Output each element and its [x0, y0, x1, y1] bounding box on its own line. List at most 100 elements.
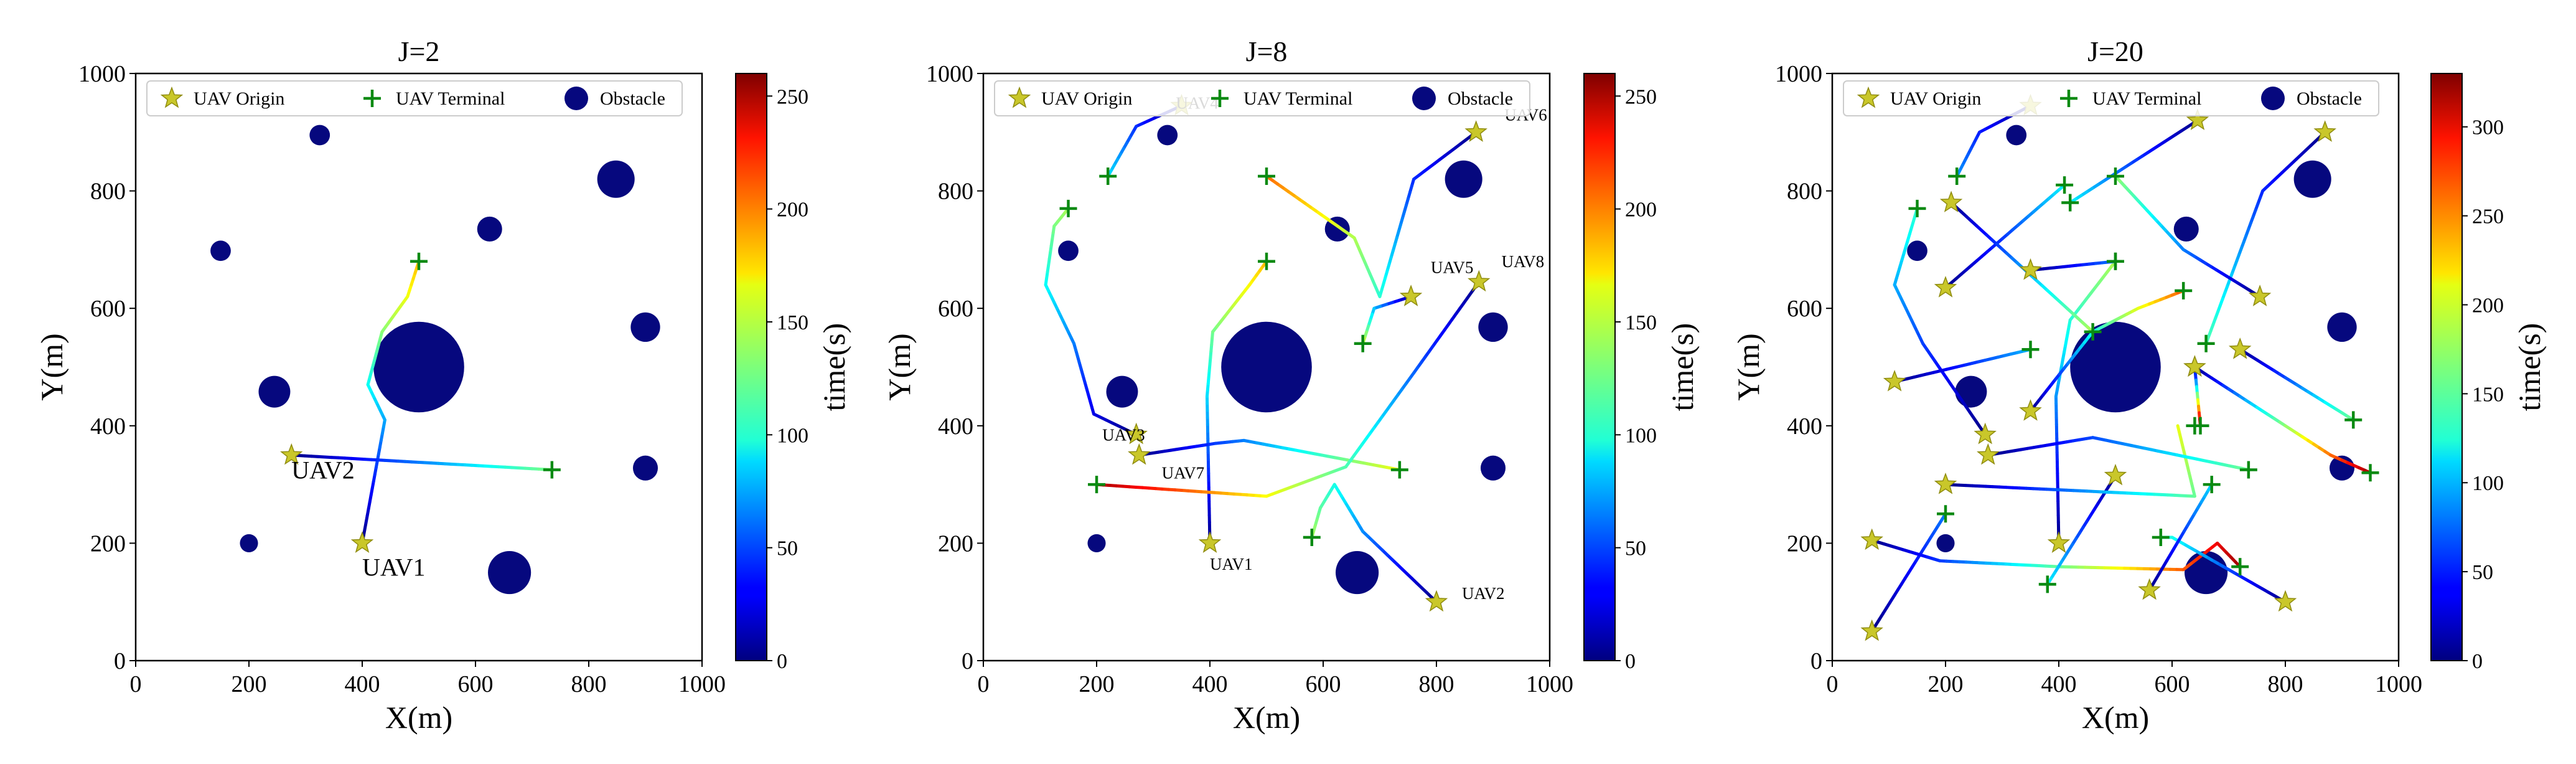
uav-path-19	[2114, 174, 2262, 298]
axes: 0 200 400 600 800 1000 0 200 400 600 800 1000	[1775, 61, 2422, 697]
colorbar-tick-label: 100	[2472, 472, 2504, 495]
chart-panel-3: UAV Origin UAV Terminal Obstacle 0 200 400 600…	[1731, 35, 2547, 735]
colorbar-tick-label: 50	[1625, 537, 1646, 560]
uav-terminal-marker	[1258, 252, 1275, 270]
x-tick-label: 400	[2041, 671, 2077, 697]
legend-obstacle-icon	[1412, 87, 1436, 110]
x-tick-label: 1000	[678, 671, 726, 697]
y-tick-label: 800	[90, 179, 126, 205]
x-tick-label: 600	[2155, 671, 2190, 697]
colorbar-tick-label: 250	[1625, 85, 1657, 108]
uav-path-3	[1044, 207, 1138, 436]
obstacles	[1058, 125, 1508, 595]
obstacle	[373, 321, 464, 413]
legend-terminal-icon	[2060, 90, 2077, 107]
uav-label: UAV2	[291, 456, 355, 484]
uav-terminal-marker	[2203, 476, 2221, 494]
y-tick-label: 0	[114, 648, 126, 674]
colorbar: 0 50 100 150 200 250 time(s)	[1583, 73, 1700, 673]
obstacle	[2293, 160, 2331, 198]
uav-origin-marker	[1939, 191, 1963, 212]
obstacle	[477, 216, 502, 242]
uav-terminal-marker	[2152, 528, 2170, 546]
uav-origin-marker	[1468, 270, 1491, 292]
uav-origin-marker	[2186, 108, 2209, 130]
legend-obstacle-label: Obstacle	[2297, 88, 2362, 109]
uav-terminal-marker	[1099, 167, 1117, 186]
x-axis-label: X(m)	[385, 700, 452, 735]
uav-origin-marker	[1125, 422, 1148, 445]
uav-markers: UAV1 UAV2	[280, 252, 561, 581]
uav-terminal-marker	[1059, 199, 1077, 217]
colorbar-label: time(s)	[817, 323, 851, 412]
obstacle	[488, 550, 532, 595]
uav-path-6	[2046, 474, 2117, 586]
legend-box	[1843, 80, 2379, 116]
uav-terminal-marker	[2107, 167, 2124, 186]
y-axis-label: Y(m)	[1731, 333, 1766, 400]
y-tick-label: 1000	[1775, 61, 1822, 87]
uav-path-7	[1944, 424, 2196, 498]
panels: UAV1 UAV2 UAV Origin UAV Terminal Obstacle 0 2…	[34, 35, 2547, 735]
obstacle	[1480, 455, 1506, 481]
obstacle	[309, 125, 330, 146]
uav-terminal-marker	[1303, 528, 1321, 546]
x-tick-label: 400	[345, 671, 380, 697]
uav-path-12	[2193, 365, 2202, 428]
obstacle	[1221, 321, 1312, 413]
x-axis-label: X(m)	[2082, 700, 2149, 735]
legend-origin-label: UAV Origin	[1890, 88, 1981, 109]
chart-panel-1: UAV1 UAV2 UAV Origin UAV Terminal Obstacle 0 2…	[34, 35, 851, 735]
uav-path-7	[1137, 438, 1402, 472]
y-tick-label: 0	[1810, 648, 1822, 674]
x-tick-label: 600	[458, 671, 494, 697]
y-tick-label: 400	[90, 413, 126, 440]
y-tick-label: 1000	[78, 61, 126, 87]
uav-terminal-marker	[1354, 334, 1372, 352]
obstacle	[1157, 125, 1178, 146]
colorbar-gradient	[2430, 73, 2463, 661]
legend-terminal-icon	[1211, 90, 1229, 107]
uav-terminal-marker	[1937, 505, 1954, 523]
x-tick-label: 800	[2268, 671, 2303, 697]
legend-obstacle-icon	[2261, 87, 2285, 110]
x-tick-label: 0	[978, 671, 990, 697]
x-tick-label: 200	[1079, 671, 1115, 697]
uav-terminal-marker	[1948, 167, 1966, 186]
uav-origin-marker	[1883, 369, 1906, 392]
y-tick-label: 200	[90, 531, 126, 557]
uav-label: UAV1	[362, 553, 426, 581]
obstacle	[630, 312, 660, 342]
colorbar-tick-label: 200	[2472, 294, 2504, 317]
y-tick-label: 400	[938, 413, 973, 440]
uav-terminal-marker	[1390, 461, 1408, 479]
x-tick-label: 0	[130, 671, 142, 697]
colorbar-tick-label: 200	[1625, 199, 1657, 222]
colorbar-tick-label: 0	[1625, 650, 1636, 673]
uav-markers	[1860, 93, 2379, 641]
colorbar: 0 50 100 150 200 250 300 time(s)	[2430, 73, 2547, 673]
uav-origin-marker	[2104, 463, 2127, 486]
legend-origin-icon	[160, 86, 184, 108]
colorbar-tick-label: 250	[777, 85, 808, 108]
chart-title: J=8	[1246, 35, 1288, 67]
uav-origin-marker	[1860, 619, 1883, 641]
legend-terminal-label: UAV Terminal	[1244, 88, 1352, 109]
legend-obstacle-label: Obstacle	[600, 88, 665, 109]
uav-terminal-marker	[1258, 167, 1275, 186]
uav-terminal-marker	[2084, 323, 2102, 341]
uav-origin-marker	[1934, 276, 1957, 298]
obstacle	[240, 534, 258, 552]
uav-origin-marker	[1977, 443, 2000, 465]
uav-origin-marker	[1399, 285, 1423, 306]
chart-title: J=20	[2087, 35, 2143, 67]
uav-origin-marker	[1198, 531, 1222, 553]
obstacle	[2173, 216, 2199, 242]
uav-label: UAV1	[1210, 555, 1253, 573]
chart-title: J=2	[398, 35, 440, 67]
legend-box	[146, 80, 683, 116]
axes: 0 200 400 600 800 1000 0 200 400 600 800 1000	[78, 61, 726, 697]
legend-box	[994, 80, 1530, 116]
uav-origin-marker	[2019, 399, 2042, 421]
